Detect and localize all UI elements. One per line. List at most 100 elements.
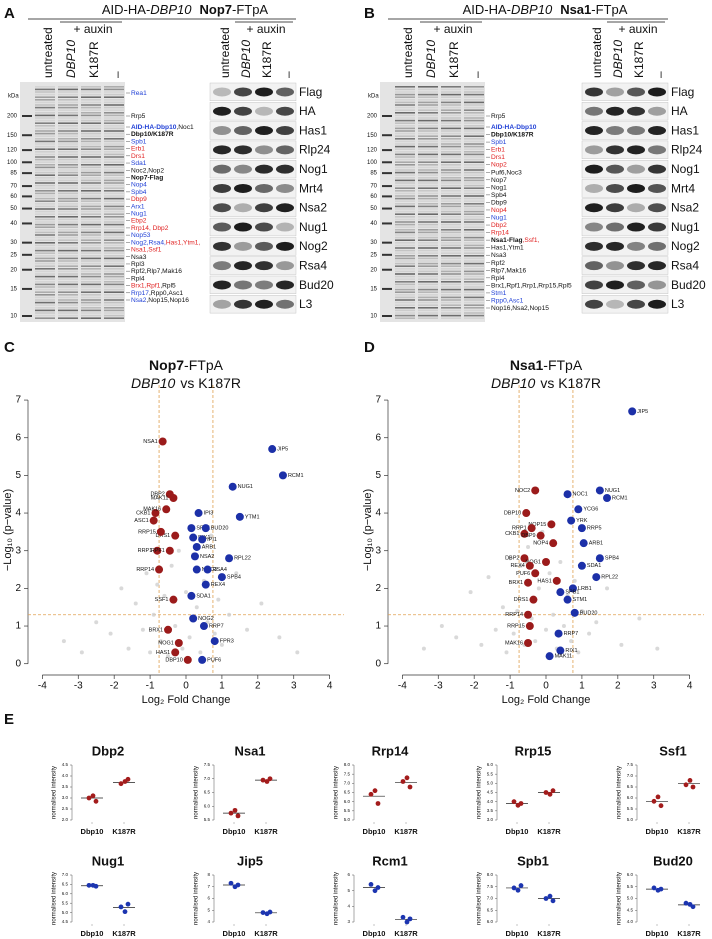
blot-label: HA	[299, 104, 316, 118]
gel-band	[464, 143, 484, 145]
blot-band	[234, 261, 252, 271]
gel-band	[441, 156, 461, 158]
gel-band	[104, 223, 124, 226]
blot-band	[606, 203, 624, 213]
background-point	[108, 631, 113, 636]
gel-band	[35, 213, 55, 215]
marker-label: 30	[10, 240, 17, 246]
blot-lane-label: DBP10	[239, 40, 253, 78]
protein-label-part: Arx1	[131, 203, 145, 210]
gel-band	[464, 138, 484, 140]
blot-label: Nsa2	[299, 201, 327, 215]
y-tick-label: 4.5	[62, 919, 69, 924]
gel-band	[464, 153, 484, 156]
gel-band	[418, 213, 438, 215]
replicate-point	[372, 888, 378, 894]
gel-band	[395, 109, 415, 111]
gel-band	[58, 242, 78, 244]
x-tick-label: -4	[38, 681, 47, 692]
chart-subtitle: DBP10 vs K187R	[491, 375, 601, 391]
gel-band	[104, 309, 124, 312]
marker-band	[382, 207, 392, 210]
gel-band	[441, 96, 461, 98]
gel-band	[104, 208, 124, 210]
gel-band	[104, 127, 124, 130]
gel-band	[81, 265, 101, 267]
gel-band	[104, 203, 124, 205]
gel-band	[35, 273, 55, 275]
blot-band	[234, 164, 252, 174]
gel-band	[35, 156, 55, 158]
gel-band	[395, 273, 415, 275]
gel-band	[35, 229, 55, 231]
blot-band	[606, 164, 624, 174]
x-tick-label: -1	[506, 681, 515, 692]
gel-band	[418, 270, 438, 273]
protein-label: Spb4	[491, 192, 507, 199]
gel-band	[81, 156, 101, 158]
blot-label: L3	[671, 297, 685, 311]
background-point	[569, 639, 574, 644]
gel-band	[58, 301, 78, 304]
gel-band	[418, 91, 438, 93]
blot-band	[585, 299, 603, 309]
replicate-point	[260, 777, 266, 783]
point-label: DBP10	[165, 657, 182, 663]
gel-band	[418, 205, 438, 208]
category-label: K187R	[537, 929, 561, 938]
point-label: DRS1	[156, 533, 171, 539]
protein-label-part: Nug1	[131, 210, 147, 217]
gel-band	[441, 112, 461, 114]
background-point	[504, 650, 509, 655]
gel-band	[104, 231, 124, 234]
background-point	[133, 601, 138, 606]
lane-label: untreated	[401, 27, 415, 78]
gel-band	[81, 130, 101, 132]
gel-band	[104, 164, 124, 166]
gel-band	[104, 249, 124, 252]
point-label: RCM1	[288, 473, 304, 479]
gel-band	[81, 177, 101, 179]
gel-band	[418, 231, 438, 234]
gel-band	[58, 213, 78, 215]
blot-band	[276, 261, 294, 271]
blot-band	[648, 222, 666, 232]
gel-band	[58, 96, 78, 98]
gel-band	[35, 184, 55, 187]
protein-point	[187, 524, 196, 533]
gel-band	[104, 117, 124, 119]
protein-label: Drs1	[131, 153, 145, 160]
gel-band	[464, 112, 484, 114]
marker-band	[22, 195, 32, 198]
gel-band	[441, 187, 461, 189]
gel-band	[81, 299, 101, 301]
blot-band	[276, 164, 294, 174]
protein-point	[187, 591, 196, 600]
replicate-point	[86, 795, 92, 801]
gel-band	[81, 281, 101, 283]
gel-band	[35, 257, 55, 260]
marker-label: 25	[10, 252, 17, 258]
replicate-point	[267, 909, 273, 915]
blot-band	[648, 299, 666, 309]
gel-band	[464, 208, 484, 210]
gel-band	[104, 236, 124, 239]
gel-band	[58, 312, 78, 314]
gel-band	[35, 143, 55, 145]
protein-label-part: Spb1	[131, 138, 147, 145]
background-point	[544, 627, 548, 632]
gel-band	[104, 179, 124, 182]
category-label: K187R	[254, 929, 278, 938]
gel-band	[418, 265, 438, 267]
gel-band	[104, 244, 124, 247]
protein-point	[524, 578, 533, 587]
replicate-point	[125, 776, 131, 782]
protein-label-part: Nsa3	[491, 252, 507, 259]
y-tick-label: 1	[15, 621, 21, 632]
y-tick-label: 2.5	[62, 806, 69, 811]
point-label: BRX1	[509, 580, 523, 586]
point-label: SSF1	[155, 597, 169, 603]
protein-point	[194, 509, 203, 518]
gel-band	[395, 221, 415, 223]
blot-band	[213, 299, 231, 309]
